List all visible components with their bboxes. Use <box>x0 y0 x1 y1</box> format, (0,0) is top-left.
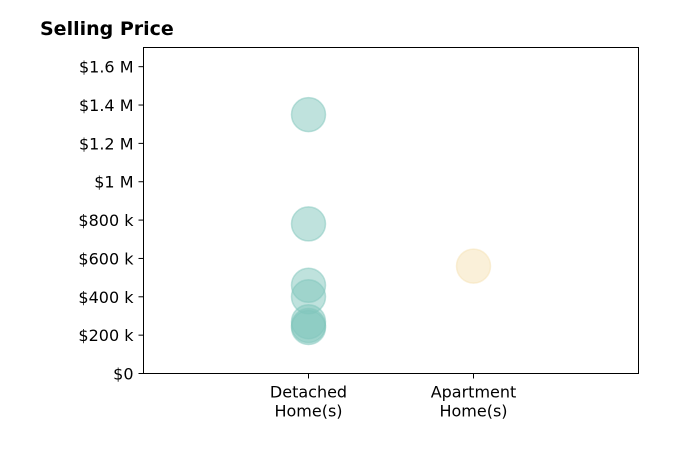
chart-title: Selling Price <box>40 18 174 40</box>
y-tick-label: $200 k <box>78 326 134 345</box>
data-point-s0-1 <box>290 206 327 242</box>
y-tick-label: $1.4 M <box>79 96 134 115</box>
y-tick-label: $1 M <box>94 173 133 192</box>
y-tick-label: $0 <box>113 365 133 384</box>
y-tick-label: $1.6 M <box>79 58 134 77</box>
y-tick-label: $800 k <box>78 211 134 230</box>
y-tick-label: $400 k <box>78 288 134 307</box>
points-layer <box>290 96 492 346</box>
y-axis: $0 $200 k $400 k $600 k $800 k $1 M $1.2 M $1.4… <box>78 58 144 384</box>
data-point-s0-0 <box>290 96 327 133</box>
x-tick-label: Apartment Home(s) <box>431 383 517 421</box>
y-tick-label: $600 k <box>78 249 134 268</box>
y-tick-label: $1.2 M <box>79 134 134 153</box>
data-point-s1-0 <box>455 248 492 284</box>
x-axis: Detached Home(s) Apartment Home(s) <box>270 373 517 421</box>
x-tick-label: Detached Home(s) <box>270 383 347 421</box>
data-point-s0-6 <box>290 309 327 346</box>
plot-frame <box>143 47 639 374</box>
